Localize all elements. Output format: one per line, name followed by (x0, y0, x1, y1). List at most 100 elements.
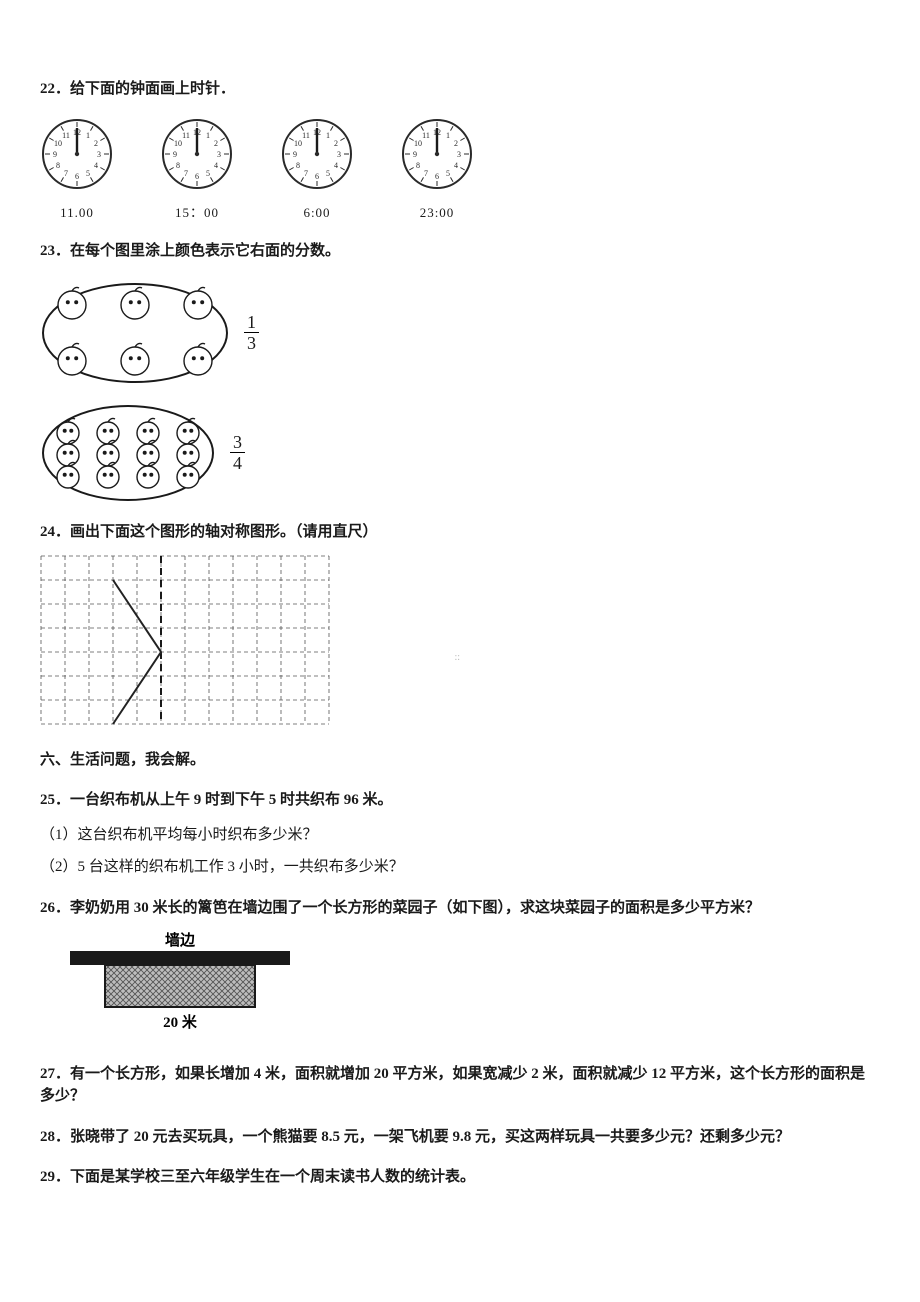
svg-text:4: 4 (334, 161, 338, 170)
clock-label: 23:00 (420, 203, 455, 223)
svg-text:10: 10 (54, 139, 62, 148)
svg-text:4: 4 (94, 161, 98, 170)
svg-text:9: 9 (53, 150, 57, 159)
q24-number: 24． (40, 524, 70, 540)
svg-text:6: 6 (315, 172, 319, 181)
svg-text:墙边: 墙边 (165, 931, 196, 949)
svg-text:9: 9 (293, 150, 297, 159)
q29-number: 29． (40, 1169, 70, 1185)
q26-number: 26． (40, 900, 70, 916)
fraction-denominator: 4 (233, 453, 242, 472)
svg-text:11: 11 (302, 130, 310, 139)
svg-text:4: 4 (454, 161, 458, 170)
svg-text:8: 8 (56, 161, 60, 170)
fraction-denominator: 3 (247, 333, 256, 352)
svg-text:11: 11 (422, 130, 430, 139)
svg-text:1: 1 (86, 130, 90, 139)
fraction-numerator: 1 (244, 313, 259, 333)
question-25: 25．一台织布机从上午 9 时到下午 5 时共织布 96 米。 (40, 789, 880, 812)
q22-number: 22． (40, 81, 70, 97)
svg-text:11: 11 (62, 130, 70, 139)
svg-text:10: 10 (174, 139, 182, 148)
clock-block: 123456789101112 15：00 (160, 117, 234, 223)
svg-text:9: 9 (173, 150, 177, 159)
svg-text:1: 1 (206, 130, 210, 139)
q23-group-1: 1 3 (40, 281, 880, 385)
svg-text:20 米: 20 米 (163, 1013, 198, 1031)
question-24: 24．画出下面这个图形的轴对称图形。（请用直尺） (40, 521, 880, 544)
page-mark: :: (454, 650, 460, 665)
clock-icon: 123456789101112 (400, 117, 474, 191)
svg-text:4: 4 (214, 161, 218, 170)
svg-text:7: 7 (184, 169, 188, 178)
section-6-header: 六、生活问题，我会解。 (40, 749, 880, 772)
clock-block: 123456789101112 23:00 (400, 117, 474, 223)
svg-text:9: 9 (413, 150, 417, 159)
svg-text:3: 3 (457, 150, 461, 159)
svg-text:8: 8 (296, 161, 300, 170)
q26-figure: 墙边 20 米 (60, 931, 880, 1045)
svg-text:6: 6 (75, 172, 79, 181)
q27-number: 27． (40, 1066, 70, 1082)
clock-block: 123456789101112 11.00 (40, 117, 114, 223)
clock-icon: 123456789101112 (160, 117, 234, 191)
svg-text:5: 5 (206, 169, 210, 178)
svg-text:1: 1 (326, 130, 330, 139)
svg-text:5: 5 (446, 169, 450, 178)
fraction-oval-icon (40, 403, 216, 503)
q25-sub2: （2）5 台这样的织布机工作 3 小时，一共织布多少米？ (40, 856, 880, 879)
q29-text: 下面是某学校三至六年级学生在一个周末读书人数的统计表。 (70, 1169, 475, 1185)
q22-text: 给下面的钟面画上时针． (70, 81, 235, 97)
question-22: 22．给下面的钟面画上时针． (40, 78, 880, 101)
symmetry-grid-figure (40, 555, 330, 725)
svg-text:8: 8 (416, 161, 420, 170)
svg-text:7: 7 (64, 169, 68, 178)
q25-text: 一台织布机从上午 9 时到下午 5 时共织布 96 米。 (70, 792, 393, 808)
svg-text:5: 5 (86, 169, 90, 178)
q25-sub1: （1）这台织布机平均每小时织布多少米？ (40, 824, 880, 847)
svg-text:6: 6 (195, 172, 199, 181)
svg-text:3: 3 (97, 150, 101, 159)
fraction-oval-icon (40, 281, 230, 385)
q25-number: 25． (40, 792, 70, 808)
clock-icon: 123456789101112 (40, 117, 114, 191)
svg-text:7: 7 (304, 169, 308, 178)
clock-label: 15：00 (175, 203, 219, 223)
question-26: 26．李奶奶用 30 米长的篱笆在墙边围了一个长方形的菜园子（如下图），求这块菜… (40, 897, 880, 920)
q24-text: 画出下面这个图形的轴对称图形。（请用直尺） (70, 524, 378, 540)
question-29: 29．下面是某学校三至六年级学生在一个周末读书人数的统计表。 (40, 1166, 880, 1189)
q26-text: 李奶奶用 30 米长的篱笆在墙边围了一个长方形的菜园子（如下图），求这块菜园子的… (70, 900, 760, 916)
q28-number: 28． (40, 1129, 70, 1145)
q27-text: 有一个长方形，如果长增加 4 米，面积就增加 20 平方米，如果宽减少 2 米，… (40, 1066, 865, 1105)
q23-text: 在每个图里涂上颜色表示它右面的分数。 (70, 243, 340, 259)
svg-text:3: 3 (337, 150, 341, 159)
svg-text:3: 3 (217, 150, 221, 159)
svg-text:5: 5 (326, 169, 330, 178)
svg-text:7: 7 (424, 169, 428, 178)
svg-text:2: 2 (214, 139, 218, 148)
clock-label: 6:00 (303, 203, 330, 223)
q23-number: 23． (40, 243, 70, 259)
question-28: 28．张晓带了 20 元去买玩具，一个熊猫要 8.5 元，一架飞机要 9.8 元… (40, 1126, 880, 1149)
svg-text:11: 11 (182, 130, 190, 139)
fraction-label: 1 3 (244, 313, 259, 352)
clock-block: 123456789101112 6:00 (280, 117, 354, 223)
fraction-numerator: 3 (230, 433, 245, 453)
clock-icon: 123456789101112 (280, 117, 354, 191)
q23-group-2: 3 4 (40, 403, 880, 503)
clock-label: 11.00 (60, 203, 94, 223)
q22-clock-row: 123456789101112 11.00 123456789101112 15… (40, 117, 880, 223)
svg-text:10: 10 (414, 139, 422, 148)
svg-text:2: 2 (454, 139, 458, 148)
svg-text:8: 8 (176, 161, 180, 170)
question-23: 23．在每个图里涂上颜色表示它右面的分数。 (40, 240, 880, 263)
svg-text:1: 1 (446, 130, 450, 139)
question-27: 27．有一个长方形，如果长增加 4 米，面积就增加 20 平方米，如果宽减少 2… (40, 1063, 880, 1108)
svg-text:2: 2 (94, 139, 98, 148)
wall-garden-icon: 墙边 20 米 (60, 931, 300, 1037)
svg-text:2: 2 (334, 139, 338, 148)
svg-text:6: 6 (435, 172, 439, 181)
fraction-label: 3 4 (230, 433, 245, 472)
svg-text:10: 10 (294, 139, 302, 148)
q28-text: 张晓带了 20 元去买玩具，一个熊猫要 8.5 元，一架飞机要 9.8 元，买这… (70, 1129, 790, 1145)
